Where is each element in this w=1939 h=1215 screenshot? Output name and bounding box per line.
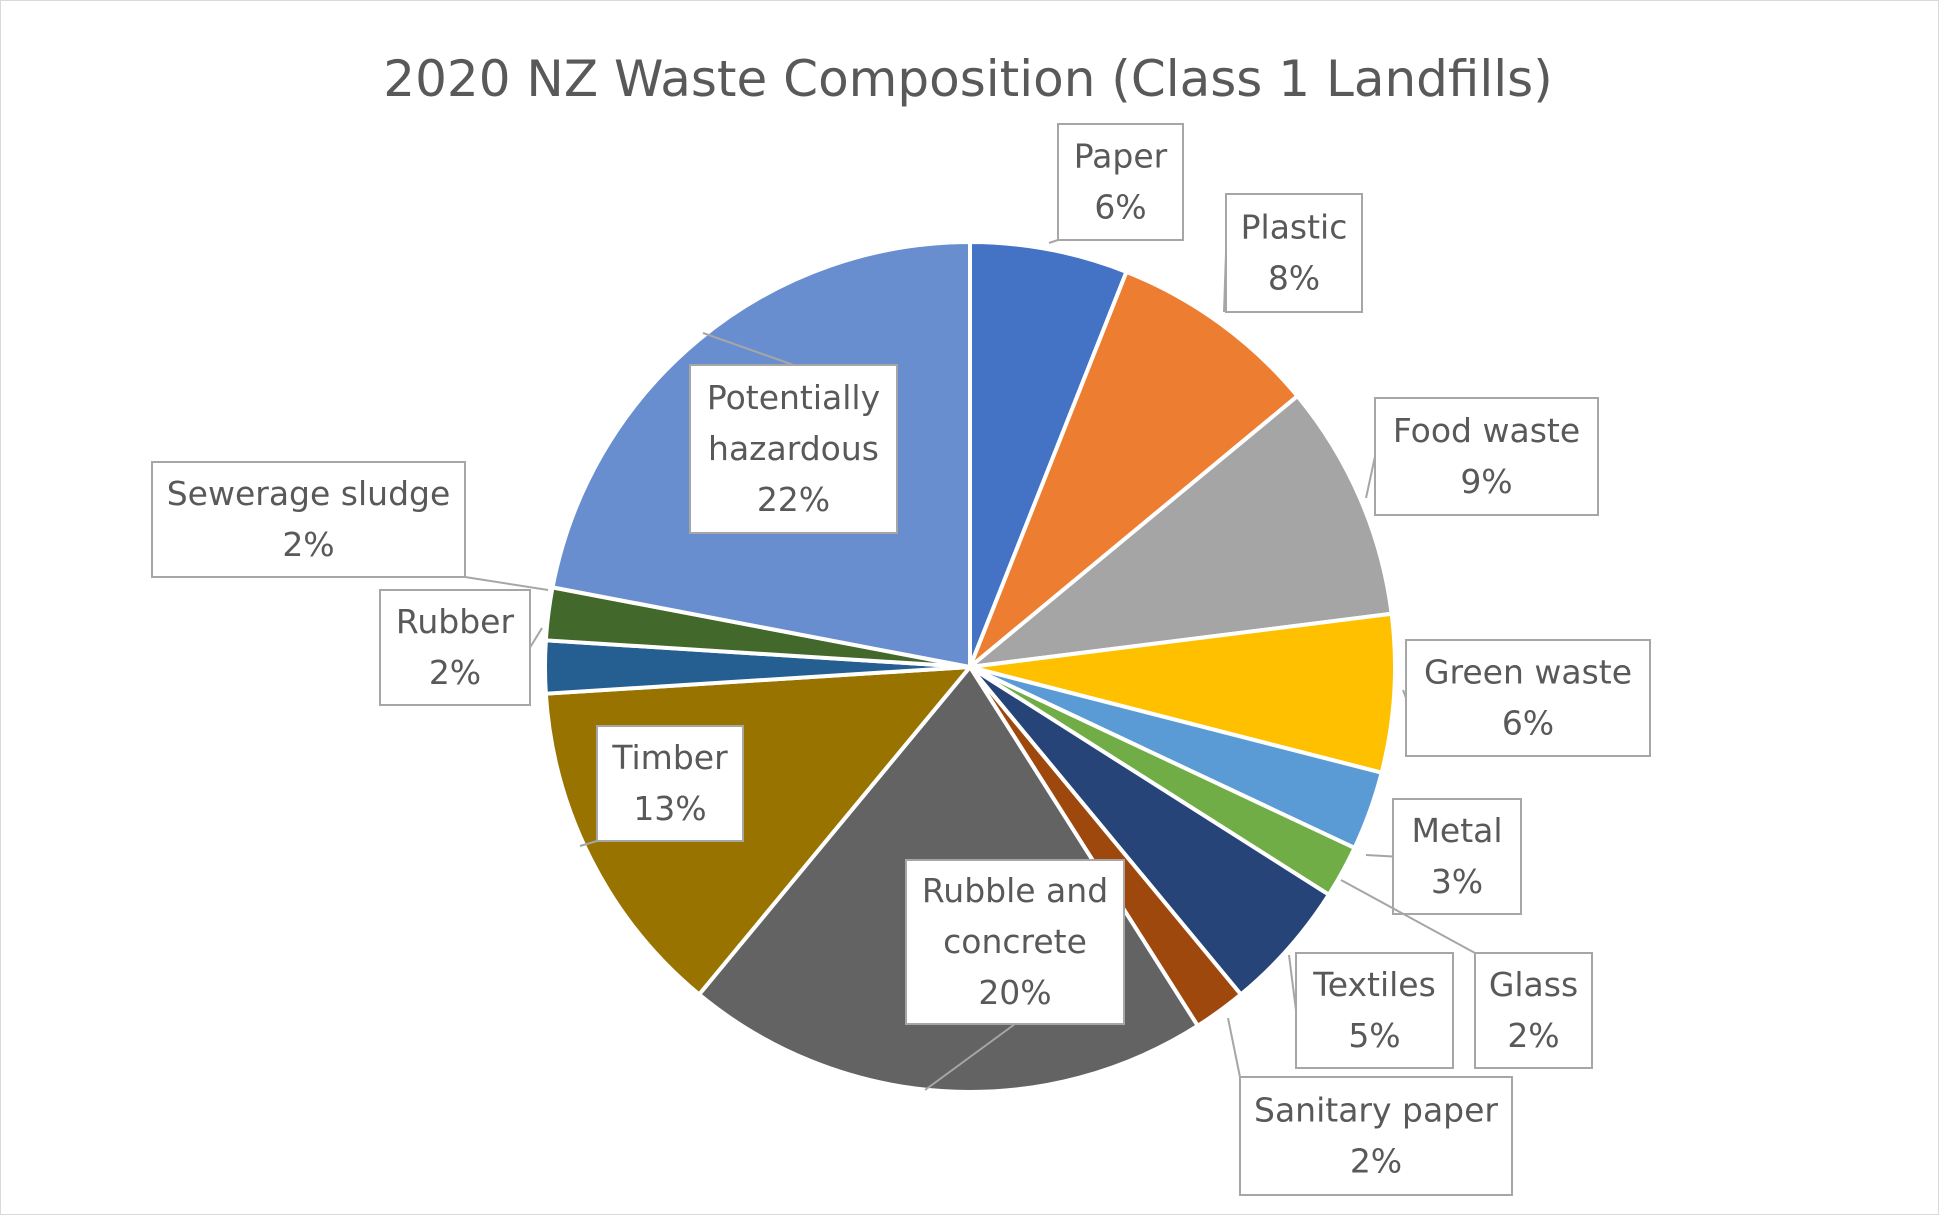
data-label-name: Glass — [1489, 965, 1578, 1004]
data-label-box-glass — [1474, 952, 1593, 1069]
data-label-sewerage-sludge: Sewerage sludge 2% — [151, 461, 549, 591]
leader-line-sewerage-sludge — [464, 576, 549, 591]
chart-title: 2020 NZ Waste Composition (Class 1 Landf… — [383, 50, 1552, 108]
data-label-glass: Glass 2% — [1340, 879, 1593, 1069]
data-label-value: 2% — [1350, 1142, 1402, 1181]
data-label-green-waste: Green waste 6% — [1402, 639, 1651, 757]
data-label-box-food-waste — [1374, 397, 1599, 516]
data-label-name: Sewerage sludge — [167, 474, 451, 513]
data-label-value: 6% — [1502, 704, 1554, 743]
data-label-box-textiles — [1295, 952, 1454, 1069]
data-label-name: Metal — [1411, 811, 1502, 850]
data-label-name: concrete — [943, 922, 1087, 961]
data-label-box-sanitary-paper — [1239, 1076, 1513, 1196]
data-label-value: 2% — [1507, 1016, 1559, 1055]
data-label-rubble-and-concrete: Rubble and concrete 20% — [905, 859, 1125, 1091]
data-label-box-metal — [1392, 798, 1522, 915]
pie-slice-plastic — [968, 269, 1300, 669]
data-label-plastic: Plastic 8% — [1223, 193, 1363, 313]
data-label-value: 20% — [978, 973, 1051, 1012]
data-label-name: Potentially — [707, 378, 880, 417]
data-label-value: 22% — [757, 480, 830, 519]
data-label-name: Sanitary paper — [1254, 1091, 1498, 1130]
data-label-value: 8% — [1268, 259, 1320, 298]
leader-line-textiles — [1288, 954, 1297, 1011]
data-label-textiles: Textiles 5% — [1288, 952, 1454, 1069]
data-label-timber: Timber 13% — [579, 725, 744, 847]
data-label-sanitary-paper: Sanitary paper 2% — [1227, 1017, 1513, 1196]
data-label-paper: Paper 6% — [1048, 123, 1184, 244]
pie-slice-green-waste — [968, 611, 1397, 775]
data-label-name: Textiles — [1312, 965, 1436, 1004]
data-label-name: Timber — [611, 738, 728, 777]
data-label-metal: Metal 3% — [1365, 798, 1522, 915]
leader-line-metal — [1365, 854, 1394, 858]
data-label-name: hazardous — [708, 429, 879, 468]
leader-line-food-waste — [1365, 456, 1376, 499]
data-label-value: 2% — [282, 525, 334, 564]
pie-data-labels: Paper 6% Plastic 8% Food waste 9% Green waste 6… — [151, 123, 1651, 1196]
pie-slice-paper — [968, 240, 1129, 669]
data-label-box-timber — [596, 725, 744, 842]
data-label-box-green-waste — [1405, 639, 1651, 757]
data-label-value: 6% — [1094, 188, 1146, 227]
data-label-potentially-hazardous: Potentially hazardous 22% — [689, 332, 898, 534]
data-label-box-plastic — [1225, 193, 1363, 313]
data-label-box-sewerage-sludge — [151, 461, 466, 578]
data-label-rubber: Rubber 2% — [379, 589, 543, 706]
leader-line-timber — [579, 840, 598, 847]
data-label-value: 3% — [1431, 862, 1483, 901]
leader-line-rubber — [529, 627, 543, 649]
leader-line-potentially-hazardous — [702, 332, 794, 366]
leader-line-rubble-and-concrete — [924, 1023, 1016, 1091]
pie-slice-food-waste — [968, 394, 1394, 669]
data-label-name: Green waste — [1424, 653, 1632, 692]
leader-line-paper — [1048, 239, 1059, 244]
data-label-box-rubble-and-concrete — [905, 859, 1125, 1025]
data-label-name: Rubble and — [922, 871, 1108, 910]
data-label-food-waste: Food waste 9% — [1365, 397, 1599, 516]
leader-line-sanitary-paper — [1227, 1017, 1241, 1078]
data-label-box-paper — [1057, 123, 1184, 241]
data-label-value: 9% — [1460, 462, 1512, 501]
data-label-value: 2% — [429, 653, 481, 692]
data-label-name: Rubber — [396, 602, 515, 641]
data-label-value: 13% — [633, 789, 706, 828]
data-label-name: Paper — [1074, 137, 1168, 176]
data-label-name: Food waste — [1393, 411, 1580, 450]
data-label-name: Plastic — [1241, 208, 1348, 247]
leader-line-glass — [1340, 879, 1476, 954]
data-label-value: 5% — [1348, 1016, 1400, 1055]
data-label-box-rubber — [379, 589, 531, 706]
data-label-box-potentially-hazardous — [689, 364, 898, 534]
